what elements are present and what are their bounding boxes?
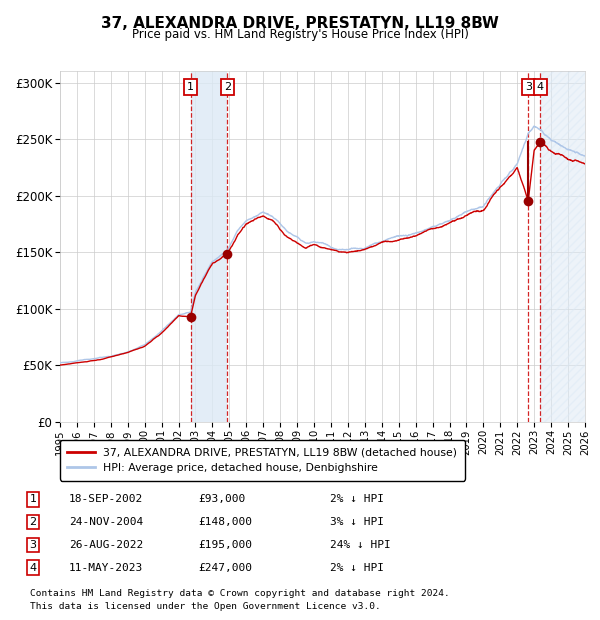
Text: 24-NOV-2004: 24-NOV-2004 <box>69 517 143 527</box>
Text: 3: 3 <box>29 540 37 550</box>
Text: £247,000: £247,000 <box>198 563 252 573</box>
Text: 2% ↓ HPI: 2% ↓ HPI <box>330 563 384 573</box>
Text: 18-SEP-2002: 18-SEP-2002 <box>69 494 143 504</box>
Text: 3: 3 <box>525 82 532 92</box>
Text: £93,000: £93,000 <box>198 494 245 504</box>
Text: £148,000: £148,000 <box>198 517 252 527</box>
Bar <box>191 71 227 422</box>
Text: 24% ↓ HPI: 24% ↓ HPI <box>330 540 391 550</box>
Legend: 37, ALEXANDRA DRIVE, PRESTATYN, LL19 8BW (detached house), HPI: Average price, d: 37, ALEXANDRA DRIVE, PRESTATYN, LL19 8BW… <box>60 440 465 480</box>
Text: 3% ↓ HPI: 3% ↓ HPI <box>330 517 384 527</box>
Text: 2: 2 <box>29 517 37 527</box>
Text: Price paid vs. HM Land Registry's House Price Index (HPI): Price paid vs. HM Land Registry's House … <box>131 28 469 41</box>
Text: 1: 1 <box>29 494 37 504</box>
Bar <box>540 71 585 422</box>
Text: 26-AUG-2022: 26-AUG-2022 <box>69 540 143 550</box>
Text: £195,000: £195,000 <box>198 540 252 550</box>
Text: 2% ↓ HPI: 2% ↓ HPI <box>330 494 384 504</box>
Text: 37, ALEXANDRA DRIVE, PRESTATYN, LL19 8BW: 37, ALEXANDRA DRIVE, PRESTATYN, LL19 8BW <box>101 16 499 31</box>
Text: This data is licensed under the Open Government Licence v3.0.: This data is licensed under the Open Gov… <box>30 602 381 611</box>
Text: 4: 4 <box>29 563 37 573</box>
Text: 1: 1 <box>187 82 194 92</box>
Text: Contains HM Land Registry data © Crown copyright and database right 2024.: Contains HM Land Registry data © Crown c… <box>30 589 450 598</box>
Text: 4: 4 <box>537 82 544 92</box>
Text: 11-MAY-2023: 11-MAY-2023 <box>69 563 143 573</box>
Text: 2: 2 <box>224 82 231 92</box>
